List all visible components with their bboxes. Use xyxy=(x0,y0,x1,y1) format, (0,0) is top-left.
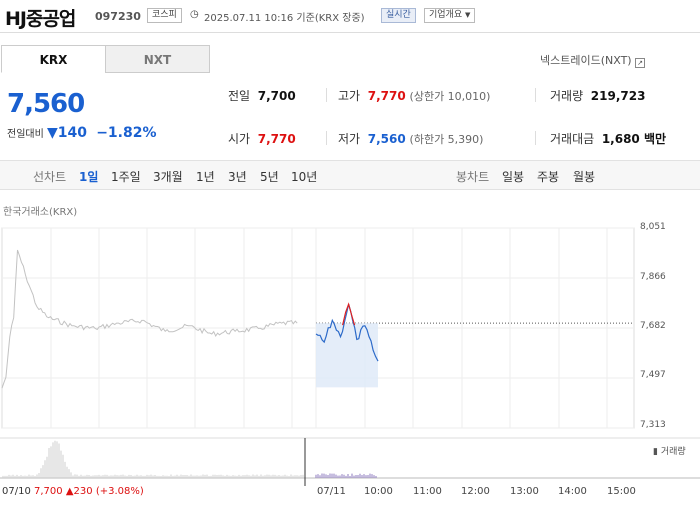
quote-low-value: 7,560 xyxy=(367,132,406,146)
external-link-icon: ↗ xyxy=(635,58,646,68)
change-percent: −1.82% xyxy=(96,125,157,141)
stock-name: HJ중공업 xyxy=(5,8,76,30)
company-info-label: 기업개요 xyxy=(429,10,463,20)
quote-high-label: 고가 xyxy=(338,89,361,103)
volume-legend: ▮ 거래량 xyxy=(653,447,686,457)
live-badge: 실시간 xyxy=(381,8,416,23)
x-tick-label: 13:00 xyxy=(510,486,539,497)
quote-prev-label: 전일 xyxy=(228,89,251,103)
candle-chart-label: 봉차트 xyxy=(456,170,490,184)
series-line-prev-day xyxy=(1,249,298,389)
y-tick-label: 8,051 xyxy=(640,222,666,232)
stock-header: HJ중공업 097230 코스피 ◷ 2025.07.11 10:16 기준(K… xyxy=(0,0,700,33)
period-3y[interactable]: 3년 xyxy=(228,170,247,184)
current-price: 7,560 xyxy=(7,89,85,119)
change-label: 전일대비 xyxy=(7,129,44,140)
quote-low-label: 저가 xyxy=(338,132,361,146)
clock-icon: ◷ xyxy=(190,9,199,20)
quote-open-value: 7,770 xyxy=(257,132,296,146)
x-tick-label: 12:00 xyxy=(461,486,490,497)
quote-high: 고가 7,770 (상한가 10,010) xyxy=(338,87,490,104)
y-tick-label: 7,682 xyxy=(640,321,666,331)
quote-open: 시가 7,770 xyxy=(228,130,296,147)
quote-prev: 전일 7,700 xyxy=(228,87,296,104)
period-1d[interactable]: 1일 xyxy=(79,170,99,184)
quote-low: 저가 7,560 (하한가 5,390) xyxy=(338,130,483,147)
divider xyxy=(326,88,327,102)
timestamp: 2025.07.11 10:16 기준(KRX 장중) xyxy=(204,13,365,24)
y-tick-label: 7,866 xyxy=(640,272,666,282)
lower-limit: (하한가 5,390) xyxy=(409,133,484,146)
volume-label: 거래량 xyxy=(660,447,686,457)
quote-open-label: 시가 xyxy=(228,132,251,146)
down-arrow-icon: ▼ xyxy=(47,125,58,141)
line-chart-label: 선차트 xyxy=(33,170,67,184)
y-tick-label: 7,313 xyxy=(640,420,666,430)
prev-day-change: 230 xyxy=(73,486,93,497)
quote-volume-value: 219,723 xyxy=(590,89,646,103)
stock-code: 097230 xyxy=(95,10,141,23)
quote-volume-label: 거래량 xyxy=(550,89,584,103)
period-10y[interactable]: 10년 xyxy=(291,170,318,184)
divider xyxy=(535,88,536,102)
series-line-above-prev xyxy=(342,302,356,326)
company-info-button[interactable]: 기업개요 ▼ xyxy=(424,8,476,23)
nxt-link-label: 넥스트레이드(NXT) xyxy=(540,54,632,67)
upper-limit: (상한가 10,010) xyxy=(409,90,491,103)
prev-day-pct: (+3.08%) xyxy=(95,486,144,497)
period-1w[interactable]: 1주일 xyxy=(111,170,141,184)
series-line-today xyxy=(315,304,379,362)
tab-nxt[interactable]: NXT xyxy=(105,45,210,73)
prev-day-close: 7,700 xyxy=(34,486,63,497)
divider xyxy=(535,131,536,145)
quote-amount-value: 1,680 백만 xyxy=(601,132,667,146)
quote-volume: 거래량 219,723 xyxy=(550,87,645,104)
period-bar: 선차트 1일 1주일 3개월 1년 3년 5년 10년 봉차트 일봉 주봉 월봉 xyxy=(0,160,700,190)
chevron-down-icon: ▼ xyxy=(465,11,471,19)
y-tick-label: 7,497 xyxy=(640,370,666,380)
quote-prev-value: 7,700 xyxy=(257,89,296,103)
quote-amount: 거래대금 1,680 백만 xyxy=(550,130,666,147)
chart-title: 한국거래소(KRX) xyxy=(3,207,78,218)
prev-day-summary: 07/10 7,700 ▲230 (+3.08%) xyxy=(2,486,144,497)
nxt-link[interactable]: 넥스트레이드(NXT) ↗ xyxy=(540,52,646,68)
period-3m[interactable]: 3개월 xyxy=(153,170,183,184)
candle-monthly[interactable]: 월봉 xyxy=(573,170,596,184)
divider xyxy=(326,131,327,145)
x-tick-label: 07/11 xyxy=(317,486,346,497)
period-1y[interactable]: 1년 xyxy=(196,170,215,184)
up-arrow-icon: ▲ xyxy=(65,486,74,497)
today-area xyxy=(316,323,378,388)
x-tick-label: 14:00 xyxy=(558,486,587,497)
x-tick-label: 10:00 xyxy=(364,486,393,497)
x-tick-label: 15:00 xyxy=(607,486,636,497)
quote-high-value: 7,770 xyxy=(367,89,406,103)
x-tick-label: 11:00 xyxy=(413,486,442,497)
candle-weekly[interactable]: 주봉 xyxy=(537,170,560,184)
period-5y[interactable]: 5년 xyxy=(260,170,279,184)
change-amount: 140 xyxy=(57,125,88,141)
price-change: 전일대비 ▼140 −1.82% xyxy=(7,125,157,141)
quote-amount-label: 거래대금 xyxy=(550,132,595,146)
tab-krx[interactable]: KRX xyxy=(1,45,106,73)
candle-daily[interactable]: 일봉 xyxy=(502,170,525,184)
market-badge: 코스피 xyxy=(147,8,182,23)
prev-day-date: 07/10 xyxy=(2,486,31,497)
